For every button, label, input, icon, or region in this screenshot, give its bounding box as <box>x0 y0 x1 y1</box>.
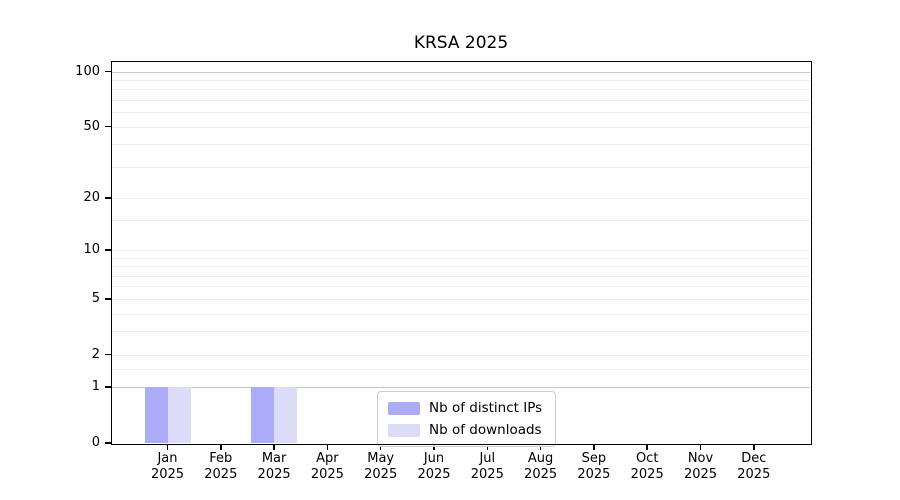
gridline-6 <box>112 286 810 288</box>
x-tick-jun <box>433 444 435 450</box>
gridline-80 <box>112 89 810 91</box>
x-tick-label-mar: Mar 2025 <box>238 451 310 483</box>
bar-downloads-mar <box>274 387 298 443</box>
x-tick-year: 2025 <box>737 467 771 482</box>
y-tick-label-5: 5 <box>91 290 100 306</box>
y-tick-label-10: 10 <box>83 242 100 258</box>
x-tick-aug <box>539 444 542 450</box>
gridline-90 <box>112 80 810 82</box>
plot-area: 100 50 20 10 5 2 1 0 Jan 2025 Feb 2025 Mar 2025 Apr 202… <box>75 60 812 482</box>
x-tick-mar <box>273 444 275 450</box>
x-tick-year: 2025 <box>257 467 291 482</box>
x-tick-month: May <box>367 451 395 466</box>
gridline-70 <box>112 100 810 102</box>
x-tick-nov <box>699 444 702 450</box>
x-tick-label-aug: Aug 2025 <box>505 451 577 483</box>
y-tick-label-2: 2 <box>91 346 100 362</box>
y-tick-label-100: 100 <box>75 63 100 79</box>
x-tick-sep <box>593 444 595 450</box>
gridline-7 <box>112 275 810 277</box>
gridline-3 <box>112 331 810 333</box>
gridline-major-100 <box>112 71 810 73</box>
x-tick-label-oct: Oct 2025 <box>611 451 683 483</box>
y-tick-label-1: 1 <box>91 379 100 395</box>
x-tick-label-jun: Jun 2025 <box>398 451 470 483</box>
y-tick-50 <box>104 125 111 128</box>
x-tick-month: Oct <box>635 451 659 466</box>
legend-swatch-downloads <box>388 423 420 437</box>
gridline-20 <box>112 198 810 200</box>
bar-distinct-ips-jan <box>144 387 168 443</box>
x-tick-label-feb: Feb 2025 <box>185 451 257 483</box>
y-tick-5 <box>104 298 111 300</box>
x-tick-year: 2025 <box>683 467 718 482</box>
y-tick-label-50: 50 <box>83 118 100 134</box>
x-tick-label-jan: Jan 2025 <box>132 451 204 483</box>
x-tick-month: Feb <box>209 451 233 466</box>
gridline-8 <box>112 266 810 268</box>
y-tick-0 <box>104 442 111 444</box>
y-tick-label-20: 20 <box>83 190 100 206</box>
gridline-2 <box>112 354 810 356</box>
y-tick-label-0: 0 <box>91 435 100 450</box>
gridline-4 <box>112 313 810 315</box>
y-tick-1 <box>104 386 111 388</box>
x-tick-month: Aug <box>527 451 554 466</box>
gridline-50 <box>112 126 810 128</box>
gridline-30 <box>112 166 810 168</box>
legend: Nb of distinct IPs Nb of downloads <box>377 391 557 447</box>
x-tick-year: 2025 <box>310 467 344 482</box>
y-tick-100 <box>104 70 111 73</box>
x-tick-year: 2025 <box>577 467 611 482</box>
gridline-40 <box>112 144 810 146</box>
gridline-5 <box>112 298 810 300</box>
x-tick-label-may: May 2025 <box>345 451 417 483</box>
x-tick-label-nov: Nov 2025 <box>665 451 737 483</box>
chart-title: KRSA 2025 <box>413 33 509 53</box>
legend-swatch-distinct-ips <box>388 401 420 415</box>
x-tick-year: 2025 <box>150 467 185 482</box>
y-tick-2 <box>104 353 111 356</box>
x-tick-month: Sep <box>581 451 607 466</box>
legend-label-downloads: Nb of downloads <box>429 421 542 438</box>
legend-entry-distinct-ips: Nb of distinct IPs <box>388 399 542 417</box>
x-tick-year: 2025 <box>204 467 238 482</box>
x-tick-may <box>379 444 382 450</box>
x-tick-month: Mar <box>261 451 287 466</box>
x-tick-year: 2025 <box>470 467 504 482</box>
x-tick-year: 2025 <box>364 467 398 482</box>
x-tick-month: Jul <box>479 451 496 466</box>
legend-label-distinct-ips: Nb of distinct IPs <box>429 399 543 416</box>
gridline-60 <box>112 112 810 114</box>
bar-distinct-ips-mar <box>251 387 275 443</box>
x-tick-month: Dec <box>741 451 767 466</box>
x-tick-label-apr: Apr 2025 <box>291 451 363 483</box>
gridline-9 <box>112 257 810 259</box>
gridline-major-1 <box>112 387 810 389</box>
x-tick-apr <box>326 444 329 450</box>
x-tick-dec <box>753 444 755 450</box>
y-tick-10 <box>104 249 111 251</box>
bar-downloads-jan <box>167 387 191 443</box>
x-tick-jan <box>166 444 169 450</box>
x-tick-label-sep: Sep 2025 <box>558 451 630 483</box>
x-tick-year: 2025 <box>417 467 451 482</box>
y-tick-20 <box>104 197 111 199</box>
x-tick-label-dec: Dec 2025 <box>718 451 790 483</box>
x-tick-month: Nov <box>687 451 714 466</box>
x-tick-month: Jan <box>157 451 178 466</box>
x-tick-feb <box>220 444 222 450</box>
gridline-15 <box>112 219 810 221</box>
x-tick-oct <box>646 444 648 450</box>
x-tick-year: 2025 <box>630 467 664 482</box>
gridline-1.5 <box>112 369 810 371</box>
x-tick-year: 2025 <box>524 467 558 482</box>
legend-entry-downloads: Nb of downloads <box>388 421 542 439</box>
gridline-10 <box>112 250 810 252</box>
x-tick-month: Jun <box>423 451 445 466</box>
x-tick-label-jul: Jul 2025 <box>451 451 523 483</box>
x-tick-jul <box>486 444 489 450</box>
x-tick-month: Apr <box>316 451 339 466</box>
